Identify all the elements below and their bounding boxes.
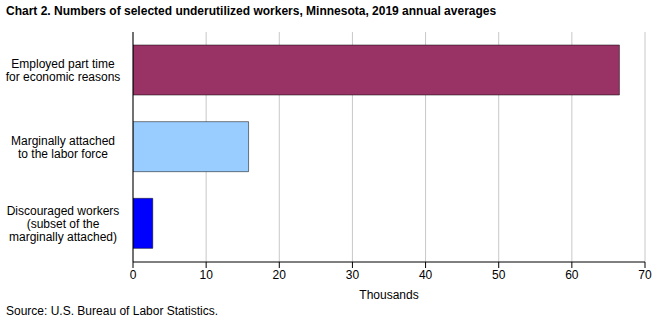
svg-text:40: 40: [419, 268, 433, 282]
html-text:Chart 2. Numbers of selected u: Chart 2. Numbers of selected underutiliz…: [6, 4, 497, 18]
svg-text:70: 70: [638, 268, 652, 282]
svg-text:Employed part timefor economic: Employed part timefor economic reasons: [8, 57, 120, 84]
html-text:Thousands: Thousands: [359, 288, 419, 302]
html-text:Source: U.S. Bureau of Labor S: Source: U.S. Bureau of Labor Statistics.: [6, 304, 219, 318]
svg-text:60: 60: [565, 268, 579, 282]
svg-text:0: 0: [130, 268, 137, 282]
svg-text:50: 50: [492, 268, 506, 282]
svg-text:30: 30: [346, 268, 360, 282]
svg-text:Discouraged workers(subset of: Discouraged workers(subset of themargina…: [8, 204, 119, 244]
svg-text:10: 10: [199, 268, 213, 282]
svg-text:20: 20: [273, 268, 287, 282]
svg-text:Marginally attachedto the labo: Marginally attachedto the labor force: [11, 134, 115, 161]
